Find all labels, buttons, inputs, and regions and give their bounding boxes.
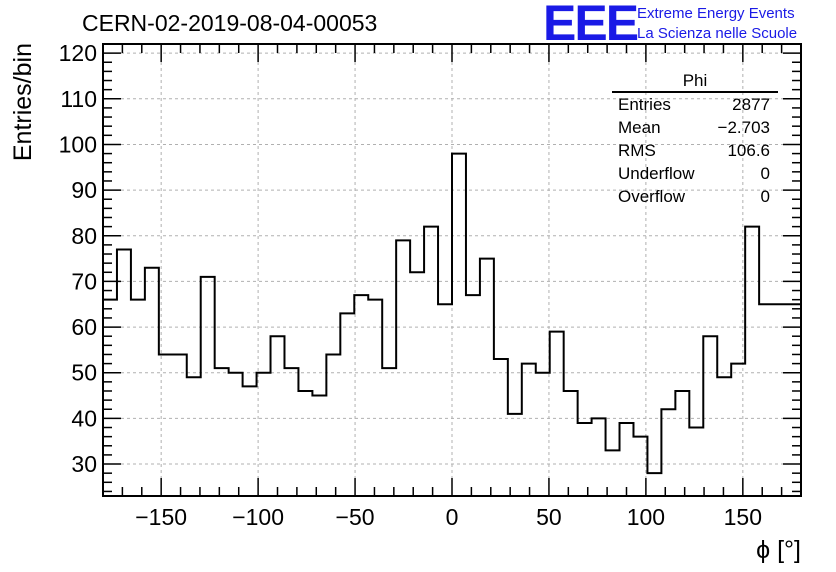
stats-value: 0 <box>760 164 770 183</box>
histogram-bin <box>578 423 592 496</box>
stats-label: Entries <box>618 95 671 114</box>
histogram-bin <box>508 414 522 496</box>
stats-label: Mean <box>618 118 661 137</box>
stats-title: Phi <box>612 71 778 93</box>
histogram-bin <box>229 373 243 496</box>
histogram-bin <box>396 240 410 496</box>
histogram-bin <box>759 304 773 496</box>
histogram-bin <box>647 473 661 496</box>
logo-subtitle-line2: La Scienza nelle Scuole <box>637 25 798 42</box>
x-tick-label: 50 <box>536 504 562 530</box>
x-tick-label: −150 <box>135 504 187 530</box>
stats-row: Mean −2.703 <box>612 116 778 139</box>
stats-label: Underflow <box>618 164 695 183</box>
eee-logo-mark: EEE <box>543 0 639 51</box>
histogram-bin <box>117 249 131 496</box>
stats-box: Phi Entries 2877 Mean −2.703 RMS 106.6 Unde… <box>612 71 778 208</box>
y-tick-label: 60 <box>71 314 97 340</box>
histogram-bin <box>620 423 634 496</box>
stats-row: Overflow 0 <box>612 185 778 208</box>
histogram-bin <box>536 373 550 496</box>
histogram-bin <box>326 354 340 496</box>
histogram-bin <box>480 259 494 496</box>
histogram-bin <box>592 418 606 496</box>
histogram-bin <box>522 364 536 496</box>
stats-label: RMS <box>618 141 656 160</box>
run-title: CERN-02-2019-08-04-00053 <box>82 10 378 36</box>
histogram-bin <box>145 268 159 496</box>
x-tick-label: 150 <box>724 504 762 530</box>
histogram-bin <box>131 300 145 496</box>
y-tick-label: 40 <box>71 405 97 431</box>
histogram-bin <box>745 227 759 496</box>
histogram-bin <box>201 277 215 496</box>
y-tick-label: 110 <box>60 86 97 112</box>
histogram-bin <box>103 300 117 496</box>
plot-frame <box>102 43 802 497</box>
y-tick-label: 70 <box>71 268 97 294</box>
histogram-bin <box>424 227 438 496</box>
histogram-bin <box>340 313 354 496</box>
histogram-bin <box>787 304 801 496</box>
stats-value: 106.6 <box>727 141 770 160</box>
stats-row: Entries 2877 <box>612 93 778 116</box>
y-tick-label: 100 <box>59 131 97 157</box>
y-tick-label: 30 <box>71 451 97 477</box>
histogram-bin <box>354 295 368 496</box>
y-tick-label: 80 <box>71 223 97 249</box>
histogram-bin <box>717 377 731 496</box>
histogram-bin <box>257 373 271 496</box>
x-tick-label: 0 <box>446 504 459 530</box>
histogram-bin <box>773 304 787 496</box>
x-axis-label: ϕ [°] <box>756 536 801 564</box>
y-tick-label: 90 <box>71 177 97 203</box>
y-tick-label: 120 <box>59 40 97 66</box>
histogram-outline <box>103 152 801 475</box>
logo-subtitle-line1: Extreme Energy Events <box>637 5 795 22</box>
stats-row: RMS 106.6 <box>612 139 778 162</box>
histogram-bin <box>187 377 201 496</box>
histogram-bin <box>731 364 745 496</box>
histogram-bin <box>284 368 298 496</box>
histogram-bin <box>410 272 424 496</box>
stats-label: Overflow <box>618 187 686 206</box>
x-tick-label: −100 <box>232 504 284 530</box>
histogram-bin <box>633 437 647 496</box>
histogram-bin <box>243 386 257 496</box>
x-tick-label: 100 <box>627 504 665 530</box>
tick-labels: −150 −100 −50 0 50 100 150 30 40 50 60 70 80 90 100 110… <box>59 40 762 530</box>
stats-value: 0 <box>760 187 770 206</box>
histogram-bin <box>689 428 703 496</box>
histogram-bin <box>494 359 508 496</box>
histogram-bin <box>550 332 564 496</box>
histogram-bin <box>438 304 452 496</box>
histogram-bin <box>173 354 187 496</box>
histogram-bin <box>215 368 229 496</box>
stats-row: Underflow 0 <box>612 162 778 185</box>
x-tick-label: −50 <box>336 504 375 530</box>
histogram-series <box>103 152 801 496</box>
histogram-bin <box>564 391 578 496</box>
stats-value: −2.703 <box>717 118 770 137</box>
histogram-bin <box>382 368 396 496</box>
histogram-bin <box>675 391 689 496</box>
histogram-bin <box>159 354 173 496</box>
histogram-bin <box>368 300 382 496</box>
histogram-bin <box>661 409 675 496</box>
histogram-bin <box>606 450 620 496</box>
y-tick-label: 50 <box>71 360 97 386</box>
histogram-bin <box>298 391 312 496</box>
stats-value: 2877 <box>732 95 770 114</box>
y-axis-label: Entries/bin <box>9 43 37 161</box>
histogram-bin <box>452 154 466 496</box>
histogram-bin <box>703 336 717 496</box>
histogram-bin <box>312 396 326 496</box>
histogram-bin <box>271 336 285 496</box>
histogram-bin <box>466 295 480 496</box>
